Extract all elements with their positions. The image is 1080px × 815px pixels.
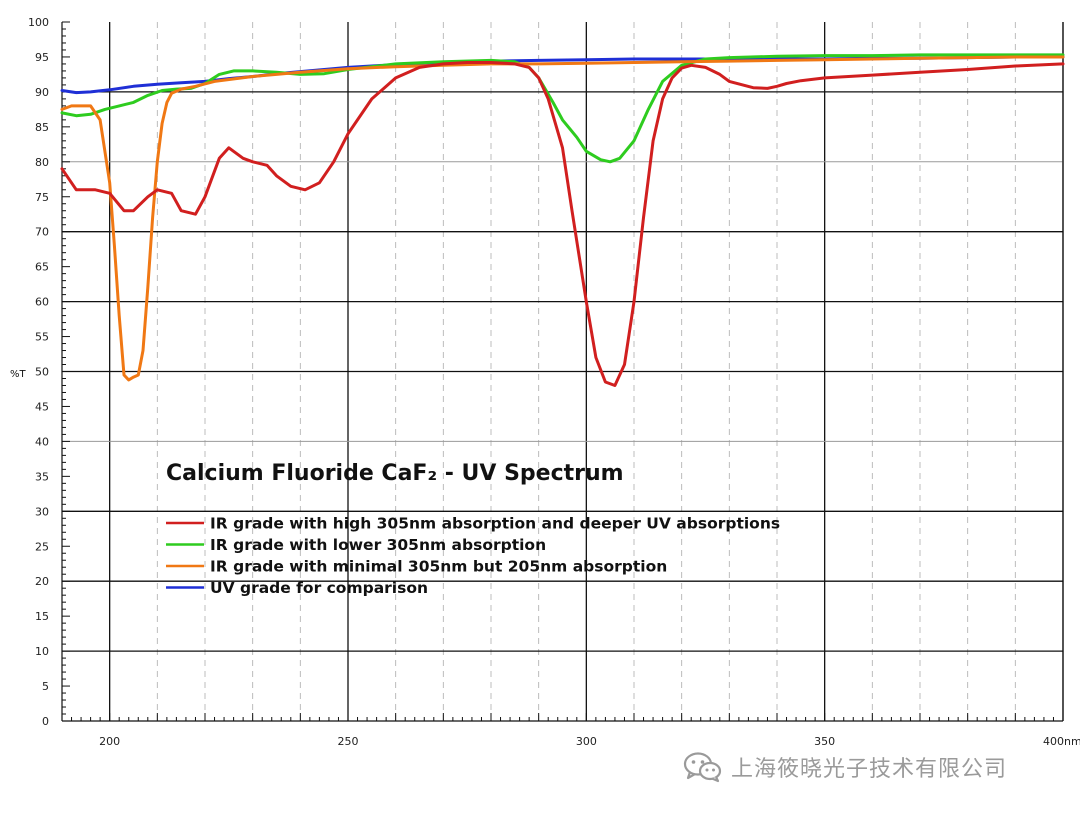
y-tick-label: 20 bbox=[35, 575, 49, 588]
x-tick-label: 400nm bbox=[1043, 735, 1080, 748]
grid bbox=[61, 22, 1064, 721]
y-tick-label: 30 bbox=[35, 505, 49, 518]
y-tick-label: 90 bbox=[35, 86, 49, 99]
series-layer bbox=[60, 53, 1065, 387]
watermark-text: 上海筱晓光子技术有限公司 bbox=[731, 757, 1008, 782]
legend-label: IR grade with lower 305nm absorption bbox=[210, 536, 546, 554]
series-line-3 bbox=[60, 55, 1065, 382]
y-axis-label: %T bbox=[10, 369, 27, 380]
axes: 0 5 10 15 20 25 30 35 40 45 50 55 60 65 70 75 80 85 90 95 10… bbox=[10, 16, 1080, 748]
y-tick-label: 65 bbox=[35, 261, 49, 274]
legend: IR grade with high 305nm absorption and … bbox=[166, 515, 780, 597]
y-tick-label: 35 bbox=[35, 470, 49, 483]
legend-label: UV grade for comparison bbox=[210, 579, 428, 597]
y-tick-label: 0 bbox=[42, 715, 49, 728]
y-tick-label: 85 bbox=[35, 121, 49, 134]
legend-label: IR grade with minimal 305nm but 205nm ab… bbox=[210, 558, 667, 576]
wechat-icon bbox=[683, 752, 722, 783]
series-line-1 bbox=[60, 61, 1065, 387]
x-tick-label: 200 bbox=[99, 735, 120, 748]
y-tick-label: 40 bbox=[35, 435, 49, 448]
y-tick-label: 5 bbox=[42, 680, 49, 693]
y-tick-label: 95 bbox=[35, 51, 49, 64]
y-tick-label: 25 bbox=[35, 540, 49, 553]
chart-title: Calcium Fluoride CaF₂ - UV Spectrum bbox=[166, 461, 624, 486]
x-tick-label: 250 bbox=[338, 735, 359, 748]
legend-label: IR grade with high 305nm absorption and … bbox=[210, 515, 780, 533]
y-tick-label: 80 bbox=[35, 156, 49, 169]
y-tick-label: 75 bbox=[35, 191, 49, 204]
y-tick-label: 100 bbox=[28, 16, 49, 29]
y-tick-label: 15 bbox=[35, 610, 49, 623]
x-tick-label: 300 bbox=[576, 735, 597, 748]
y-tick-label: 55 bbox=[35, 331, 49, 344]
y-tick-label: 10 bbox=[35, 645, 49, 658]
chart-title-group: Calcium Fluoride CaF₂ - UV Spectrum bbox=[166, 461, 624, 486]
y-tick-label: 50 bbox=[35, 366, 49, 379]
x-tick-label: 350 bbox=[814, 735, 835, 748]
y-tick-label: 45 bbox=[35, 400, 49, 413]
y-tick-label: 70 bbox=[35, 226, 49, 239]
y-tick-label: 60 bbox=[35, 296, 49, 309]
watermark: 上海筱晓光子技术有限公司 bbox=[683, 750, 1007, 784]
